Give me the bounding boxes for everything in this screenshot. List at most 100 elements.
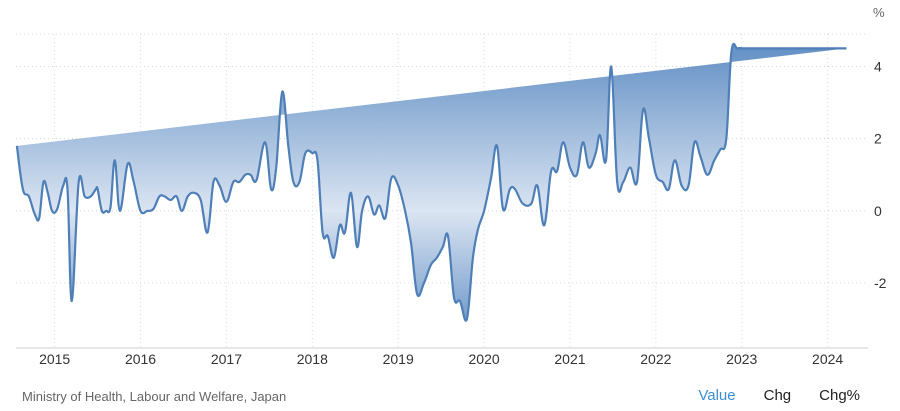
- data-point: [360, 209, 364, 213]
- data-point: [489, 176, 493, 180]
- data-point: [237, 180, 241, 184]
- x-tick-label: 2023: [726, 351, 757, 367]
- data-point: [845, 46, 849, 50]
- data-point: [513, 187, 517, 191]
- data-point: [501, 207, 505, 211]
- data-point: [66, 187, 70, 191]
- data-point: [581, 140, 585, 144]
- x-tick-label: 2015: [39, 351, 70, 367]
- data-point: [332, 256, 336, 260]
- data-point: [108, 205, 112, 209]
- data-point: [465, 317, 469, 321]
- data-point: [254, 178, 258, 182]
- y-unit-label: %: [873, 5, 885, 20]
- data-point: [224, 200, 228, 204]
- data-point: [61, 184, 65, 188]
- data-point: [804, 46, 808, 50]
- data-point: [827, 46, 831, 50]
- data-point: [772, 46, 776, 50]
- data-point: [718, 147, 722, 151]
- x-tick-label: 2018: [297, 351, 328, 367]
- y-tick-label: 0: [874, 203, 882, 219]
- data-point: [118, 209, 122, 213]
- data-point: [274, 166, 278, 170]
- data-point: [77, 180, 81, 184]
- data-point: [810, 46, 814, 50]
- data-point: [41, 180, 45, 184]
- data-point: [297, 180, 301, 184]
- data-point: [594, 151, 598, 155]
- data-point: [766, 46, 770, 50]
- data-point: [568, 166, 572, 170]
- tab-chg[interactable]: Chg: [763, 387, 792, 404]
- data-point: [100, 209, 104, 213]
- data-point: [441, 245, 445, 249]
- data-point: [673, 158, 677, 162]
- data-point: [635, 180, 639, 184]
- y-tick-label: -2: [874, 275, 887, 291]
- data-point: [243, 173, 247, 177]
- data-point: [555, 169, 559, 173]
- tab-chg-pct[interactable]: Chg%: [819, 387, 860, 404]
- data-point: [192, 191, 196, 195]
- data-point: [21, 187, 25, 191]
- chart-footer: Ministry of Health, Labour and Welfare, …: [0, 383, 900, 411]
- data-point: [303, 151, 307, 155]
- data-point: [598, 133, 602, 137]
- data-point: [641, 108, 645, 112]
- data-point: [132, 180, 136, 184]
- data-point: [157, 194, 161, 198]
- data-point: [315, 158, 319, 162]
- data-point: [310, 151, 314, 155]
- x-tick-label: 2022: [640, 351, 671, 367]
- data-point: [163, 194, 167, 198]
- data-point: [280, 90, 284, 94]
- data-point: [508, 187, 512, 191]
- data-point: [338, 223, 342, 227]
- data-point: [542, 223, 546, 227]
- data-point: [50, 209, 54, 213]
- data-point: [587, 166, 591, 170]
- data-point: [471, 256, 475, 260]
- data-point: [415, 292, 419, 296]
- data-point: [199, 198, 203, 202]
- data-point: [212, 180, 216, 184]
- data-point: [231, 180, 235, 184]
- data-point: [422, 281, 426, 285]
- data-point: [535, 184, 539, 188]
- data-point: [403, 209, 407, 213]
- data-point: [729, 50, 733, 54]
- data-point: [169, 198, 173, 202]
- source-text: Ministry of Health, Labour and Welfare, …: [22, 389, 287, 404]
- data-point: [654, 173, 658, 177]
- data-point: [561, 140, 565, 144]
- data-point: [476, 227, 480, 231]
- data-point: [798, 46, 802, 50]
- data-point: [575, 173, 579, 177]
- data-point: [96, 187, 100, 191]
- data-point: [604, 158, 608, 162]
- chart-area: 420-2 2015 2016 2017 2018 2019 2020 2021 2022 20…: [15, 5, 887, 367]
- data-point: [151, 207, 155, 211]
- data-point: [83, 194, 87, 198]
- data-point: [815, 46, 819, 50]
- data-point: [186, 194, 190, 198]
- data-point: [55, 207, 59, 211]
- y-tick-label: 4: [874, 58, 882, 74]
- data-point: [647, 137, 651, 141]
- data-point: [248, 173, 252, 177]
- data-point: [435, 256, 439, 260]
- data-point: [628, 166, 632, 170]
- tab-value[interactable]: Value: [698, 387, 736, 404]
- x-tick-label: 2016: [125, 351, 156, 367]
- x-tick-label: 2019: [383, 351, 414, 367]
- x-axis: 2015 2016 2017 2018 2019 2020 2021 2022 2023 2024: [39, 351, 843, 367]
- data-point: [821, 46, 825, 50]
- data-point: [396, 184, 400, 188]
- data-point: [286, 144, 290, 148]
- y-tick-label: 2: [874, 131, 882, 147]
- data-point: [291, 180, 295, 184]
- data-point: [735, 46, 739, 50]
- data-point: [377, 203, 381, 207]
- data-point: [37, 216, 41, 220]
